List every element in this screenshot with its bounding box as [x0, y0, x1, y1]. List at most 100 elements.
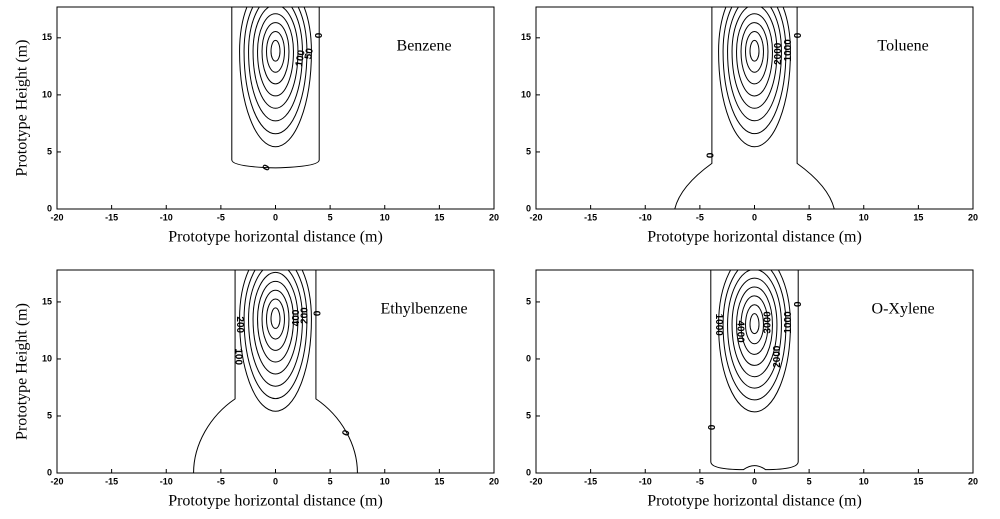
- x-axis-label: Prototype horizontal distance (m): [647, 229, 862, 246]
- contour-line: [231, 7, 320, 169]
- x-tick-label: -20: [50, 476, 63, 486]
- x-tick-label: 5: [807, 212, 812, 222]
- panel-title: Toluene: [877, 38, 928, 55]
- contour-ring: [736, 13, 773, 97]
- x-tick-label: 15: [434, 212, 444, 222]
- plot-area: [231, 7, 320, 169]
- x-tick-label: -15: [105, 476, 118, 486]
- contour-ring: [731, 7, 778, 109]
- x-tick-label: 5: [328, 476, 333, 486]
- x-tick-label: 5: [328, 212, 333, 222]
- contour-label: 0: [341, 428, 353, 437]
- contour-label: 4000: [735, 320, 746, 343]
- x-tick-label: 10: [380, 476, 390, 486]
- contour-ring: [248, 7, 303, 122]
- x-tick-label: -15: [584, 476, 597, 486]
- x-tick-label: -15: [105, 212, 118, 222]
- y-tick-label: 0: [526, 203, 531, 213]
- contour-ring: [266, 298, 285, 340]
- contour-ring: [745, 304, 764, 345]
- contour-label: 2000: [772, 345, 783, 368]
- contour-ring: [722, 7, 787, 135]
- x-tick-label: -5: [696, 212, 704, 222]
- contour-ring: [727, 7, 782, 122]
- contour-line: [193, 270, 236, 473]
- y-axis-label: Prototype Height (m): [14, 40, 31, 177]
- x-tick-label: 10: [380, 212, 390, 222]
- contour-label: 1000: [713, 314, 724, 337]
- contour-line: [796, 7, 835, 209]
- contour-label: 50: [303, 47, 316, 60]
- contour-line: [315, 270, 358, 473]
- y-tick-label: 0: [526, 467, 531, 477]
- panel: -20 -15 -10 -5 0 5 10 15 20 0 5 10 15 Prototype horiz…: [521, 6, 978, 246]
- contour-label: 0: [705, 152, 716, 158]
- y-axis-label: Prototype Height (m): [14, 303, 31, 440]
- contour-ring: [745, 31, 764, 73]
- x-tick-label: -5: [217, 476, 225, 486]
- x-tick-label: -20: [529, 212, 542, 222]
- contour-ring: [261, 289, 290, 351]
- x-tick-label: 20: [968, 212, 978, 222]
- contour-ring: [243, 7, 308, 135]
- x-axis-label: Prototype horizontal distance (m): [647, 493, 862, 510]
- y-tick-label: 15: [521, 32, 531, 42]
- x-tick-label: 0: [273, 476, 278, 486]
- contour-ring: [261, 22, 290, 85]
- x-tick-label: 10: [859, 212, 869, 222]
- panel: -20 -15 -10 -5 0 5 10 15 20 0 5 0 5 Prototype horizon…: [526, 269, 978, 510]
- plot-area: [193, 270, 358, 473]
- x-tick-label: -10: [639, 212, 652, 222]
- panel-title: Benzene: [397, 38, 452, 55]
- panel: -20 -15 -10 -5 0 5 10 15 20 0 5 10 15 Prototype horiz…: [14, 6, 499, 246]
- contour-ring: [248, 270, 303, 387]
- plot-area: [674, 7, 835, 209]
- y-tick-label: 10: [42, 89, 52, 99]
- x-tick-label: -10: [160, 212, 173, 222]
- y-tick-label: 0: [526, 353, 531, 363]
- x-tick-label: 0: [752, 476, 757, 486]
- contour-label: 1000: [783, 39, 794, 62]
- contour-label: 0: [793, 301, 804, 307]
- contour-label: 0: [313, 310, 324, 316]
- contour-ring: [270, 307, 281, 329]
- contour-label: 0: [314, 32, 325, 38]
- contour-label: 0: [705, 425, 716, 431]
- contour-ring: [740, 295, 769, 355]
- contour-ring: [718, 7, 791, 147]
- y-tick-label: 15: [42, 32, 52, 42]
- y-tick-label: 5: [526, 296, 531, 306]
- y-tick-label: 15: [42, 296, 52, 306]
- y-tick-label: 10: [521, 89, 531, 99]
- contour-ring: [257, 280, 294, 363]
- x-tick-label: -10: [160, 476, 173, 486]
- x-tick-label: 20: [489, 476, 499, 486]
- x-tick-label: 5: [807, 476, 812, 486]
- contour-ring: [257, 13, 294, 97]
- contour-ring: [749, 40, 760, 62]
- contour-label: 200: [234, 316, 245, 333]
- plot-area: [710, 270, 799, 471]
- contour-label: 0: [261, 162, 274, 173]
- contour-ring: [722, 270, 787, 401]
- contour-ring: [727, 270, 782, 389]
- contour-ring: [740, 22, 769, 85]
- y-tick-label: 5: [47, 146, 52, 156]
- x-axis-label: Prototype horizontal distance (m): [168, 229, 383, 246]
- contour-ring: [252, 7, 299, 109]
- y-tick-label: 5: [526, 146, 531, 156]
- contour-line: [710, 270, 799, 471]
- y-tick-label: 5: [47, 410, 52, 420]
- x-tick-label: -20: [50, 212, 63, 222]
- x-tick-label: -20: [529, 476, 542, 486]
- contour-ring: [243, 270, 308, 400]
- x-tick-label: -15: [584, 212, 597, 222]
- contour-label: 400: [291, 309, 302, 326]
- contour-ring: [731, 277, 778, 378]
- y-tick-label: 0: [47, 203, 52, 213]
- contour-label: 200: [300, 307, 311, 324]
- contour-ring: [718, 270, 791, 413]
- contour-ring: [239, 270, 312, 412]
- contour-ring: [252, 271, 299, 375]
- contour-label: 1000: [783, 311, 794, 334]
